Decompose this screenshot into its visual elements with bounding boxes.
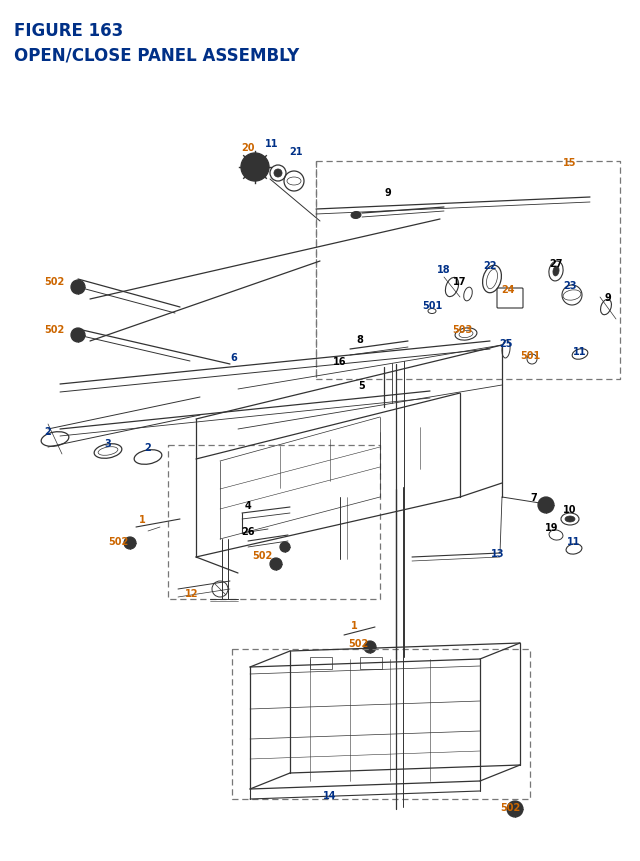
Text: 2: 2 bbox=[145, 443, 152, 453]
Circle shape bbox=[127, 541, 133, 547]
Text: 6: 6 bbox=[230, 353, 237, 362]
Bar bbox=[360, 657, 382, 669]
Circle shape bbox=[273, 561, 279, 567]
Text: 502: 502 bbox=[348, 638, 368, 648]
Circle shape bbox=[241, 154, 269, 182]
Circle shape bbox=[124, 537, 136, 549]
Circle shape bbox=[270, 558, 282, 570]
Text: 502: 502 bbox=[44, 276, 64, 287]
Circle shape bbox=[280, 542, 290, 553]
Text: 8: 8 bbox=[356, 335, 364, 344]
Text: 16: 16 bbox=[333, 356, 347, 367]
Text: 11: 11 bbox=[567, 536, 580, 547]
Text: 21: 21 bbox=[289, 147, 303, 157]
Text: 14: 14 bbox=[323, 790, 337, 800]
Text: 502: 502 bbox=[252, 550, 272, 561]
Text: 11: 11 bbox=[265, 139, 279, 149]
Bar bbox=[310, 657, 332, 669]
Text: 11: 11 bbox=[573, 347, 587, 356]
Text: 17: 17 bbox=[453, 276, 467, 287]
Text: 5: 5 bbox=[358, 381, 365, 391]
Circle shape bbox=[74, 332, 81, 339]
Text: 26: 26 bbox=[241, 526, 255, 536]
Text: 15: 15 bbox=[563, 158, 577, 168]
Ellipse shape bbox=[553, 267, 559, 276]
Text: 13: 13 bbox=[492, 548, 505, 558]
Text: 18: 18 bbox=[437, 264, 451, 275]
Circle shape bbox=[511, 805, 519, 813]
Ellipse shape bbox=[565, 517, 575, 523]
Text: 24: 24 bbox=[501, 285, 515, 294]
Text: 502: 502 bbox=[500, 802, 520, 812]
Circle shape bbox=[542, 501, 550, 510]
Circle shape bbox=[71, 329, 85, 343]
Circle shape bbox=[282, 545, 287, 550]
Circle shape bbox=[367, 644, 373, 650]
Circle shape bbox=[71, 281, 85, 294]
Text: 25: 25 bbox=[499, 338, 513, 349]
Text: 9: 9 bbox=[605, 293, 611, 303]
Text: 9: 9 bbox=[385, 188, 392, 198]
Circle shape bbox=[507, 801, 523, 817]
Text: 2: 2 bbox=[45, 426, 51, 437]
Text: 20: 20 bbox=[241, 143, 255, 152]
Text: 10: 10 bbox=[563, 505, 577, 514]
Text: 12: 12 bbox=[185, 588, 199, 598]
Circle shape bbox=[247, 160, 263, 176]
Text: 3: 3 bbox=[104, 438, 111, 449]
Circle shape bbox=[274, 170, 282, 177]
Text: 1: 1 bbox=[139, 514, 145, 524]
Text: 501: 501 bbox=[422, 300, 442, 311]
Text: 7: 7 bbox=[531, 492, 538, 503]
Text: 27: 27 bbox=[549, 258, 563, 269]
Text: 4: 4 bbox=[244, 500, 252, 511]
Text: 23: 23 bbox=[563, 281, 577, 291]
Text: 503: 503 bbox=[452, 325, 472, 335]
Ellipse shape bbox=[351, 213, 361, 220]
Circle shape bbox=[364, 641, 376, 653]
Text: 501: 501 bbox=[520, 350, 540, 361]
Text: 502: 502 bbox=[44, 325, 64, 335]
Text: FIGURE 163: FIGURE 163 bbox=[14, 22, 124, 40]
Circle shape bbox=[538, 498, 554, 513]
Text: 19: 19 bbox=[545, 523, 559, 532]
Text: OPEN/CLOSE PANEL ASSEMBLY: OPEN/CLOSE PANEL ASSEMBLY bbox=[14, 46, 300, 64]
Text: 22: 22 bbox=[483, 261, 497, 270]
Circle shape bbox=[74, 284, 81, 291]
Text: 502: 502 bbox=[108, 536, 128, 547]
Text: 1: 1 bbox=[351, 620, 357, 630]
